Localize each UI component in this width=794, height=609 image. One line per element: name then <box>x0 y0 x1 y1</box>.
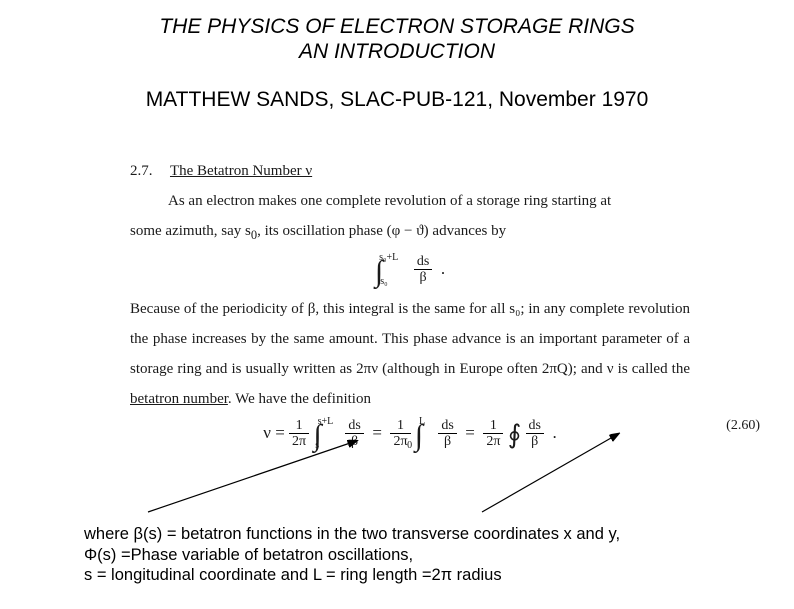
footer-line-3: s = longitudinal coordinate and L = ring… <box>84 565 620 586</box>
arrow-icon <box>0 14 794 609</box>
footer-line-1: where β(s) = betatron functions in the t… <box>84 524 620 545</box>
footer-definitions: where β(s) = betatron functions in the t… <box>84 524 620 586</box>
footer-line-2: Φ(s) =Phase variable of betatron oscilla… <box>84 545 620 566</box>
